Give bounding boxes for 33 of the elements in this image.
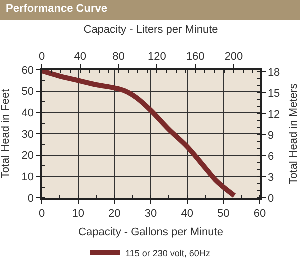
y-tick-label: 20 xyxy=(22,150,34,162)
x2-tick-label: 160 xyxy=(186,50,205,63)
x-tick-label: 10 xyxy=(72,208,84,220)
y-tick-label: 0 xyxy=(28,192,34,205)
x-tick-label: 50 xyxy=(218,208,230,220)
x2-axis-title: Capacity - Liters per Minute xyxy=(84,24,218,36)
y-tick-label: 60 xyxy=(22,64,34,77)
y2-axis-title: Total Head in Meters xyxy=(288,83,300,184)
y2-tick-label: 12 xyxy=(268,108,280,121)
y-tick-label: 40 xyxy=(22,108,34,120)
x2-tick-label: 80 xyxy=(112,50,125,63)
x2-tick-label: 120 xyxy=(148,50,166,63)
x-tick-label: 60 xyxy=(254,208,266,220)
x2-tick-label: 0 xyxy=(38,50,46,63)
x2-tick-label: 40 xyxy=(74,50,87,63)
y-axis-title: Total Head in Feet xyxy=(0,89,12,179)
x-tick-label: 20 xyxy=(108,208,121,220)
x2-tick-label: 200 xyxy=(224,50,244,63)
y2-tick-label: 0 xyxy=(268,192,274,205)
x-tick-label: 40 xyxy=(181,208,194,220)
y2-tick-label: 3 xyxy=(268,172,274,184)
y-tick-label: 10 xyxy=(22,172,34,184)
y-tick-label: 30 xyxy=(22,128,34,141)
legend-label: 115 or 230 volt, 60Hz xyxy=(126,248,211,258)
y2-tick-label: 18 xyxy=(268,66,280,79)
chart-title: Performance Curve xyxy=(6,2,108,15)
x-tick-label: 0 xyxy=(38,208,46,220)
y-tick-label: 50 xyxy=(22,86,34,98)
x-axis-title: Capacity - Gallons per Minute xyxy=(78,226,224,238)
y2-tick-label: 15 xyxy=(268,88,280,100)
x-tick-label: 30 xyxy=(144,208,158,220)
y2-tick-label: 9 xyxy=(268,130,274,142)
y2-tick-label: 6 xyxy=(268,150,274,163)
